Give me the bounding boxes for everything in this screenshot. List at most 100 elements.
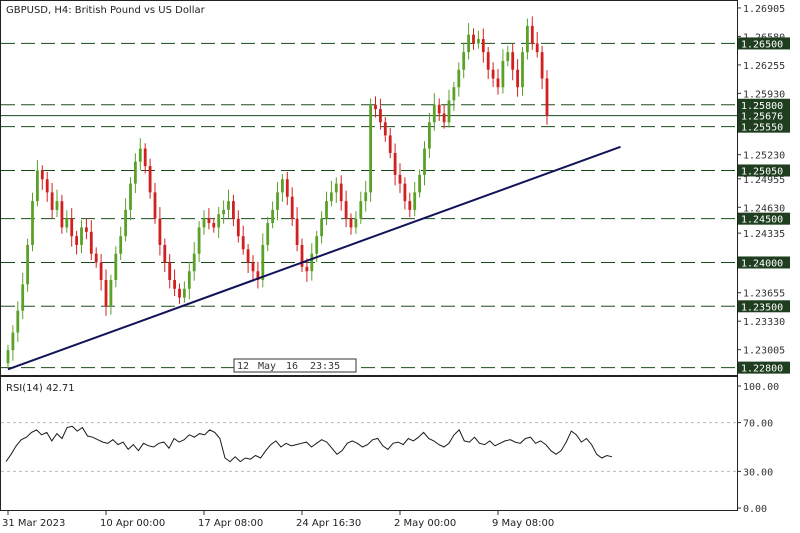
candle-body bbox=[65, 218, 69, 228]
candle-body bbox=[379, 109, 382, 123]
candle-body bbox=[472, 34, 475, 44]
candle-body bbox=[516, 69, 519, 88]
candle-body bbox=[526, 25, 529, 53]
candle-body bbox=[148, 166, 152, 193]
candle-body bbox=[85, 227, 88, 232]
countdown-hour: 16 bbox=[286, 361, 298, 372]
candle-body bbox=[207, 218, 211, 224]
chart-title: GBPUSD, H4: British Pound vs US Dollar bbox=[6, 5, 206, 16]
candle-body bbox=[119, 236, 123, 254]
candle-body bbox=[45, 179, 49, 193]
candle-body bbox=[535, 43, 539, 53]
level-label: 1.22800 bbox=[741, 364, 783, 375]
candle-body bbox=[99, 262, 103, 280]
level-label-box bbox=[738, 120, 790, 133]
level-label: 1.24500 bbox=[741, 215, 783, 226]
level-label: 1.26500 bbox=[741, 39, 783, 50]
rsi-tick-label: 100.00 bbox=[743, 382, 779, 393]
candle-body bbox=[192, 253, 196, 272]
candle-body bbox=[75, 236, 78, 245]
candle-body bbox=[467, 34, 470, 53]
level-label-box bbox=[738, 37, 790, 50]
price-tick-label: 1.23005 bbox=[743, 346, 785, 357]
price-tick-label: 1.26905 bbox=[743, 4, 785, 15]
candle-body bbox=[447, 100, 451, 123]
candle-body bbox=[60, 201, 64, 228]
candle-body bbox=[31, 201, 34, 245]
time-tick-label: 9 May 08:00 bbox=[492, 518, 554, 529]
countdown-month: May bbox=[258, 361, 276, 372]
candle-body bbox=[418, 174, 421, 193]
rsi-tick-label: 30.00 bbox=[743, 467, 773, 478]
candle-body bbox=[178, 288, 181, 298]
candle-body bbox=[183, 288, 186, 298]
candle-body bbox=[138, 148, 142, 162]
candle-body bbox=[462, 52, 466, 70]
candle-body bbox=[540, 52, 544, 79]
candle-body bbox=[452, 87, 456, 101]
candle-body bbox=[236, 218, 240, 237]
candle-body bbox=[217, 214, 221, 228]
candle-body bbox=[271, 209, 274, 224]
candle-body bbox=[36, 170, 39, 202]
candle-body bbox=[477, 39, 480, 44]
candle-body bbox=[310, 253, 314, 272]
level-label-box bbox=[738, 300, 790, 313]
candle-body bbox=[55, 201, 59, 210]
candle-body bbox=[222, 209, 225, 215]
candle-body bbox=[11, 332, 15, 351]
candle-body bbox=[423, 148, 426, 175]
level-label: 1.23500 bbox=[741, 302, 783, 313]
price-tick-label: 1.25930 bbox=[743, 89, 785, 100]
time-tick-label: 2 May 00:00 bbox=[394, 518, 456, 529]
candle-body bbox=[26, 244, 29, 285]
candle-body bbox=[408, 201, 412, 210]
time-tick-label: 10 Apr 00:00 bbox=[100, 518, 165, 529]
time-axis: 31 Mar 2023 10 Apr 00:00 17 Apr 08:00 24 Ap… bbox=[2, 511, 554, 529]
candle-body bbox=[104, 280, 108, 307]
countdown-day: 12 bbox=[237, 361, 249, 372]
candle-body bbox=[506, 52, 510, 61]
candle-body bbox=[325, 201, 328, 219]
candle-body bbox=[227, 201, 230, 210]
rsi-tick-label: 70.00 bbox=[743, 419, 773, 430]
candle-body bbox=[545, 78, 549, 116]
time-tick-label: 24 Apr 16:30 bbox=[296, 518, 361, 529]
candle-body bbox=[320, 218, 323, 237]
candle-body bbox=[486, 52, 490, 70]
level-label-box bbox=[738, 98, 790, 111]
time-tick-label: 31 Mar 2023 bbox=[2, 518, 65, 529]
candle-body bbox=[388, 135, 392, 153]
candle-body bbox=[383, 122, 387, 136]
candle-body bbox=[197, 227, 201, 254]
level-label-box bbox=[738, 256, 790, 269]
candle-body bbox=[163, 244, 167, 263]
candle-body bbox=[94, 253, 98, 263]
main-panel-frame bbox=[0, 0, 738, 376]
candle-body bbox=[511, 52, 515, 70]
candle-body bbox=[305, 266, 309, 272]
trendline bbox=[7, 145, 621, 371]
price-levels bbox=[1, 42, 737, 369]
level-label: 1.25050 bbox=[741, 166, 783, 177]
candle-body bbox=[295, 218, 299, 245]
level-label-box bbox=[738, 109, 790, 122]
candle-body bbox=[134, 161, 137, 184]
level-label: 1.25550 bbox=[741, 123, 783, 134]
candle-body bbox=[364, 192, 368, 202]
candle-body bbox=[16, 310, 20, 333]
level-label: 1.25800 bbox=[741, 101, 783, 112]
candle-body bbox=[457, 69, 461, 88]
candle-body bbox=[339, 183, 343, 202]
countdown-box: 12 May 16 23:35 bbox=[233, 358, 357, 373]
candle-body bbox=[359, 201, 363, 219]
candle-body bbox=[315, 236, 319, 254]
candle-body bbox=[158, 218, 162, 245]
candle-body bbox=[153, 192, 157, 219]
candle-body bbox=[241, 236, 245, 250]
rsi-line bbox=[5, 425, 613, 463]
candle-body bbox=[6, 350, 10, 364]
price-tick-label: 1.26255 bbox=[743, 61, 785, 72]
candle-body bbox=[354, 218, 358, 228]
